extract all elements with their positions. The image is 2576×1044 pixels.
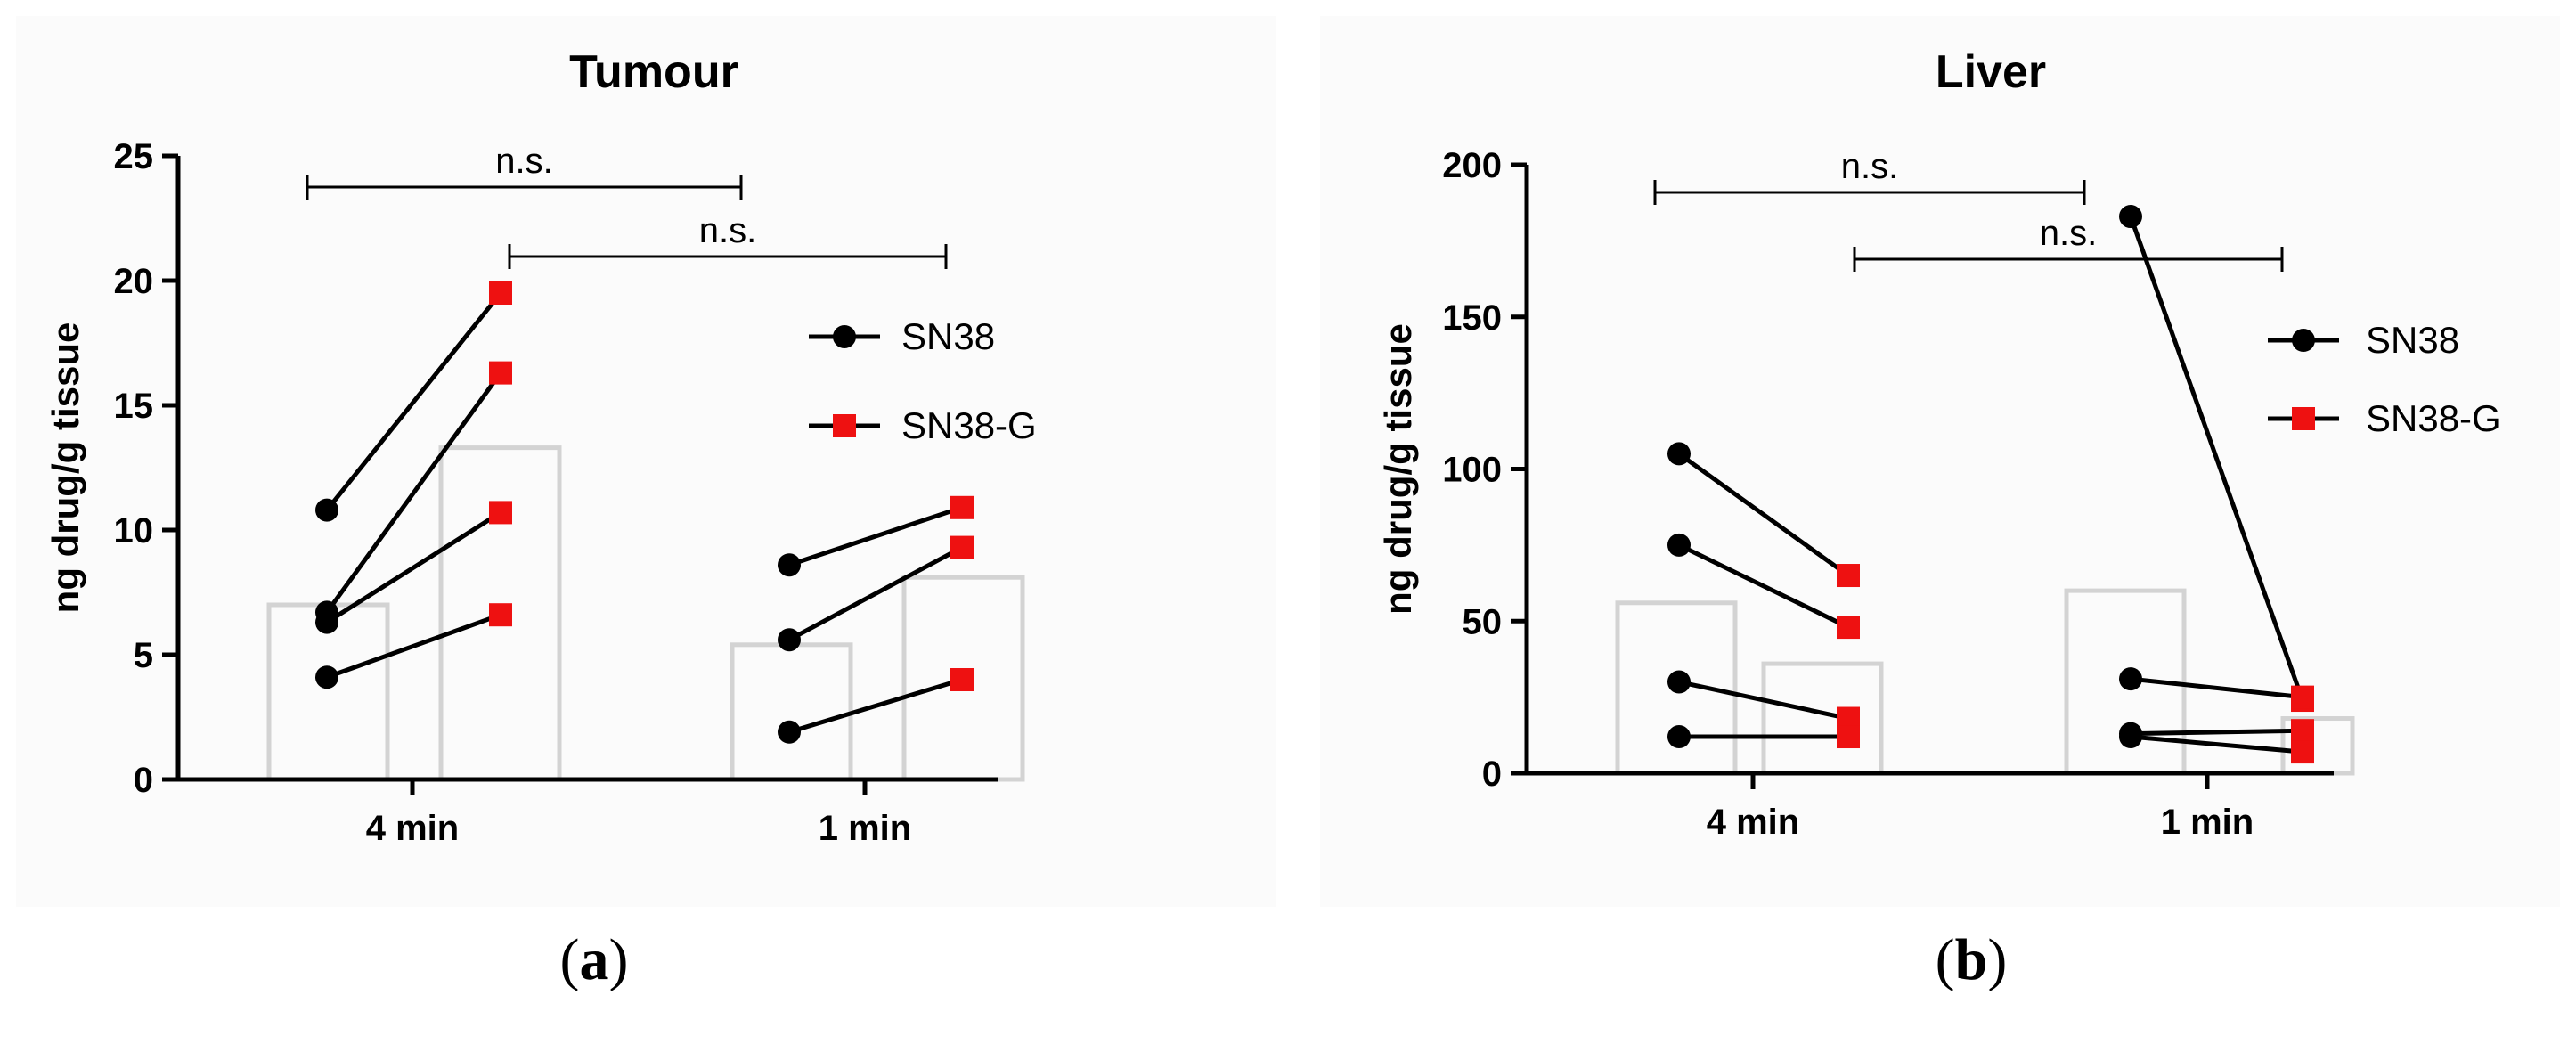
panel-a-y-tick-label: 20	[114, 262, 154, 301]
panel-a-sn38g-point	[950, 668, 974, 691]
panel-a-pair-line	[326, 612, 501, 680]
panel-a-background	[16, 16, 1276, 907]
panel-a-sn38g-point	[950, 495, 974, 519]
panel-a-y-tick-label: 25	[114, 137, 154, 176]
panel-b-sn38-point	[1667, 670, 1691, 694]
panel-b-pair-line	[2130, 676, 2303, 700]
panel-b-sn38-point	[2119, 205, 2142, 229]
panel-a-pair-line	[324, 371, 503, 614]
panel-b-x-tick-label: 1 min	[2161, 803, 2254, 842]
panel-a-caption: (a)	[559, 927, 629, 992]
panel-a-mean-bar-sn38-1	[730, 642, 853, 782]
panel-b-sn38-point	[2119, 667, 2142, 691]
panel-b-legend-sn38g-label: SN38-G	[2366, 397, 2501, 439]
panel-b-pair-line	[1677, 452, 1850, 578]
panel-b-y-tick-label: 200	[1442, 146, 1502, 185]
panel-b-sn38-point	[1667, 725, 1691, 749]
panel-b-sn38-point	[1667, 533, 1691, 557]
panel-a-significance-label-1: n.s.	[699, 211, 756, 250]
panel-b-sn38g-point	[2291, 719, 2314, 743]
panel-b-sn38g-point	[1837, 725, 1860, 749]
panel-b-sn38g-point	[1837, 616, 1860, 640]
panel-a-pair-line	[788, 505, 963, 567]
panel-a-sn38g-point	[489, 361, 512, 385]
panel-a-pair-line	[325, 291, 502, 512]
panel-a-sn38g-point	[489, 501, 512, 525]
panel-a-y-tick-label: 10	[114, 511, 154, 551]
panel-b-mean-bar-sn38-g-0	[1761, 661, 1884, 776]
panel-b-pair-line	[1678, 680, 1849, 721]
panel-b-legend-sn38g-marker	[2292, 407, 2315, 430]
panel-b-pair-line	[2130, 728, 2303, 737]
panel-b-pair-line	[2128, 216, 2305, 701]
panel-a-sn38-point	[315, 610, 338, 634]
panel-a-y-axis-label: ng drug/g tissue	[45, 322, 86, 614]
panel-b-sn38-point	[1667, 442, 1691, 466]
panel-b-significance-label-1: n.s.	[2040, 214, 2097, 253]
panel-a-y-tick-label: 0	[134, 761, 153, 800]
panel-b-sn38g-point	[1837, 564, 1860, 588]
panel-b-legend-sn38-label: SN38	[2366, 319, 2459, 361]
panel-b-y-tick-label: 150	[1442, 298, 1502, 338]
panel-a-pair-line	[325, 510, 502, 624]
panel-a-sn38g-point	[950, 535, 974, 559]
panel-a-pair-line	[788, 677, 963, 735]
panel-a-significance-label-0: n.s.	[495, 142, 552, 181]
panel-b-sn38g-point	[2291, 685, 2314, 709]
panel-a-sn38g-point	[489, 603, 512, 627]
panel-a-y-tick-label: 5	[134, 636, 153, 675]
panel-a-legend-sn38g-label: SN38-G	[901, 404, 1037, 446]
panel-a-legend-sn38g-marker	[833, 414, 856, 437]
panel-b-pair-line	[2130, 734, 2303, 754]
panel-b-y-tick-label: 50	[1463, 602, 1503, 641]
panel-a-title: Tumour	[569, 46, 738, 98]
panel-a-y-tick-label: 15	[114, 387, 154, 426]
panel-b-significance-label-0: n.s.	[1841, 147, 1898, 186]
panel-a-sn38-point	[315, 498, 338, 522]
panel-a-sn38-point	[778, 628, 801, 652]
panel-a-sn38-point	[778, 720, 801, 744]
panel-b-legend-sn38-marker	[2292, 329, 2315, 352]
panel-a-legend-sn38-marker	[833, 325, 856, 348]
panel-b-pair-line	[1677, 542, 1850, 630]
panel-b-title: Liver	[1936, 46, 2046, 98]
panel-a-sn38-point	[315, 665, 338, 689]
panel-b-sn38-point	[2119, 725, 2142, 749]
panel-b-x-tick-label: 4 min	[1707, 803, 1799, 842]
panel-b-caption: (b)	[1935, 927, 2008, 992]
panel-a-x-tick-label: 1 min	[819, 809, 911, 848]
panel-b-y-tick-label: 100	[1442, 451, 1502, 490]
panel-b-y-tick-label: 0	[1482, 754, 1502, 794]
panel-a-sn38-point	[778, 553, 801, 577]
panel-a-sn38g-point	[489, 281, 512, 305]
panel-b-y-axis-label: ng drug/g tissue	[1377, 323, 1419, 615]
panel-b-sn38g-point	[2291, 740, 2314, 764]
panel-a-pair-line	[787, 545, 964, 642]
panel-a-x-tick-label: 4 min	[366, 809, 459, 848]
panel-a-legend-sn38-label: SN38	[901, 315, 995, 357]
